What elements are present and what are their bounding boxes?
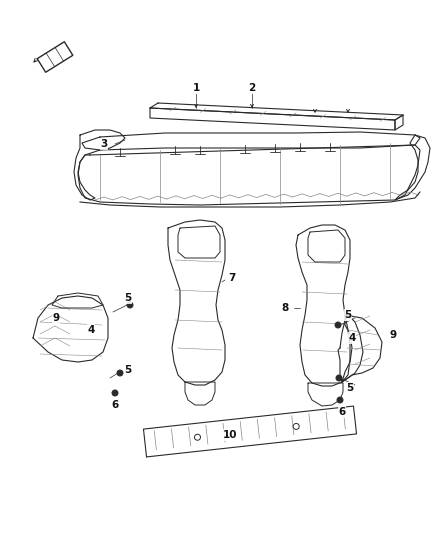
Text: 1: 1 bbox=[192, 83, 200, 93]
Text: 9: 9 bbox=[389, 330, 396, 340]
Text: 5: 5 bbox=[346, 383, 353, 393]
Circle shape bbox=[337, 397, 343, 403]
Circle shape bbox=[335, 322, 341, 328]
Text: 4: 4 bbox=[87, 325, 95, 335]
Circle shape bbox=[117, 370, 123, 376]
Text: 2: 2 bbox=[248, 83, 256, 93]
Text: 7: 7 bbox=[228, 273, 236, 283]
Text: 9: 9 bbox=[53, 313, 60, 323]
Text: 3: 3 bbox=[100, 139, 108, 149]
Text: 4: 4 bbox=[348, 333, 356, 343]
Text: 8: 8 bbox=[281, 303, 289, 313]
Text: 5: 5 bbox=[124, 293, 132, 303]
Text: 6: 6 bbox=[111, 400, 119, 410]
Circle shape bbox=[112, 390, 118, 396]
Text: 5: 5 bbox=[344, 310, 352, 320]
Text: 6: 6 bbox=[339, 407, 346, 417]
Text: 10: 10 bbox=[223, 430, 237, 440]
Circle shape bbox=[127, 302, 133, 308]
Text: 5: 5 bbox=[124, 365, 132, 375]
Circle shape bbox=[336, 375, 342, 381]
